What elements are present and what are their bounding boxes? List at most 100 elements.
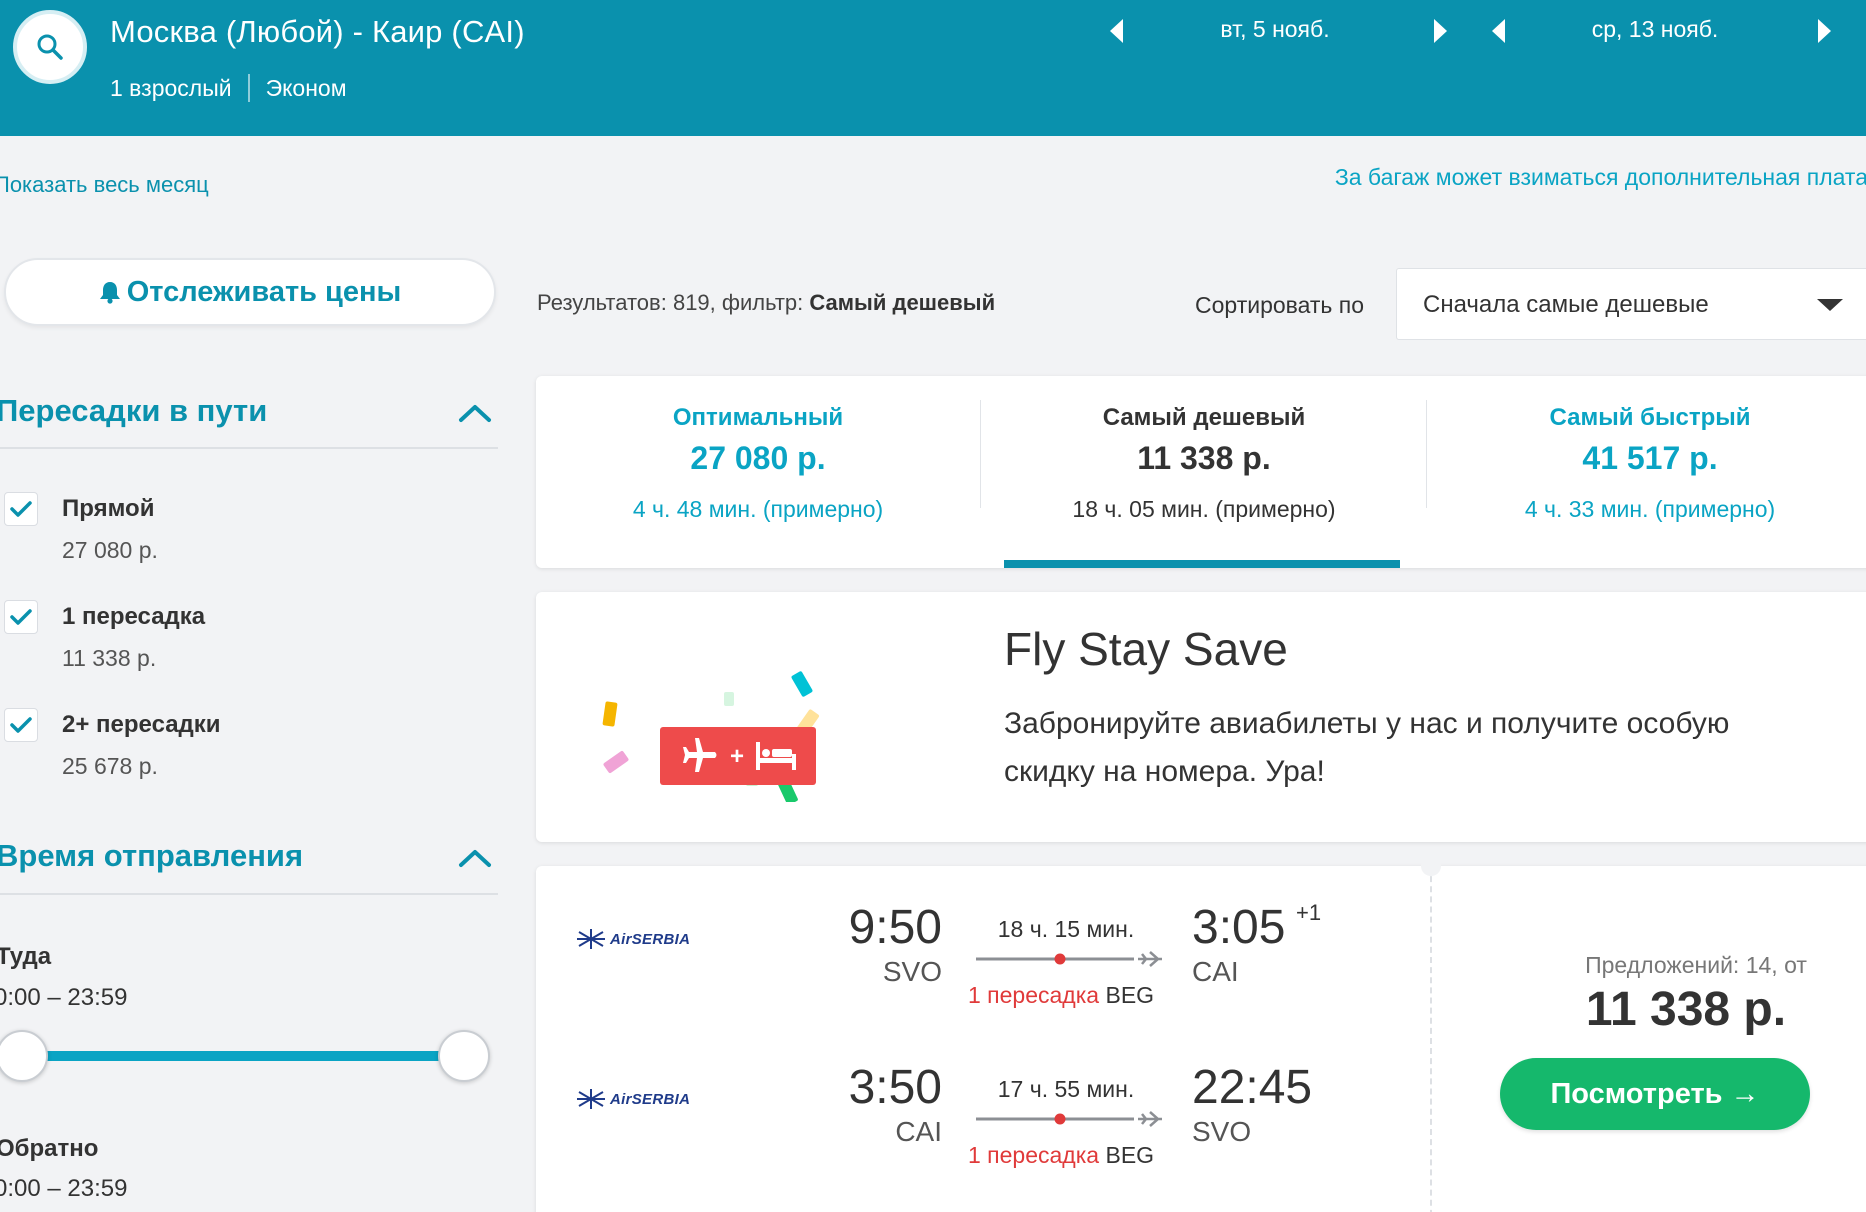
sort-dropdown[interactable]: Сначала самые дешевые [1396,268,1866,340]
leg-arrival-time: 3:05 [1192,901,1286,954]
caret-down-icon [1817,299,1843,311]
flight-hotel-icon: + [602,671,820,802]
check-icon [10,609,32,625]
ticket-notch [1421,856,1441,876]
chevron-left-icon [1491,19,1505,43]
depart-prev-button[interactable] [1104,18,1128,44]
search-button[interactable] [13,10,87,84]
depart-next-button[interactable] [1428,18,1452,44]
leg-stops-count: 1 пересадка [968,982,1100,1008]
tab-fastest[interactable]: Самый быстрый 41 517 р. 4 ч. 33 мин. (пр… [1428,376,1866,568]
tab-optimal[interactable]: Оптимальный 27 080 р. 4 ч. 48 мин. (прим… [536,376,980,568]
leg-stopover-airport: BEG [1105,982,1155,1008]
stops-two-plus-checkbox[interactable] [4,708,38,742]
leg-departure-airport: SVO [882,956,942,987]
stops-one-checkbox[interactable] [4,600,38,634]
airline-logo: AirSERBIA [576,1088,690,1110]
sort-selected-value: Сначала самые дешевые [1423,291,1709,318]
section-divider [0,893,498,895]
leg-departure-time: 3:50 [848,1061,942,1114]
tab-duration: 4 ч. 48 мин. (примерно) [632,496,884,522]
leg-departure-airport: CAI [895,1116,942,1147]
offers-count: Предложений: 14, от [1585,952,1807,978]
fly-stay-save-banner[interactable]: + Fly Stay Save Забронируйте авиабилеты … [536,592,1866,842]
day-offset-badge: +1 [1296,900,1322,925]
stop-option-label[interactable]: Прямой [62,495,155,522]
active-tab-indicator [1004,560,1400,568]
check-icon [10,501,32,517]
leg-duration: 17 ч. 55 мин. [997,1076,1135,1102]
check-icon [10,717,32,733]
leg-arrival-airport: CAI [1192,956,1239,987]
plane-icon [1138,951,1162,967]
card-divider [1430,866,1432,1212]
slider-handle-end[interactable] [438,1030,490,1082]
track-prices-label: Отслеживать цены [126,275,402,308]
promo-text: Забронируйте авиабилеты у нас и получите… [1004,707,1730,788]
tab-price: 11 338 р. [1137,440,1271,476]
stop-option-price: 11 338 р. [62,645,157,671]
stop-option-label[interactable]: 2+ пересадки [62,711,221,738]
divider [980,400,981,508]
return-label: Обратно [0,1135,99,1162]
chevron-up-icon[interactable] [458,848,492,868]
tab-duration: 18 ч. 05 мин. (примерно) [1072,496,1336,522]
tab-title: Самый быстрый [1549,404,1751,431]
tab-price: 27 080 р. [690,440,826,476]
depart-date[interactable]: вт, 5 нояб. [1220,16,1330,42]
airline-logo: AirSERBIA [576,928,690,950]
chevron-right-icon [1817,19,1831,43]
bell-icon [99,282,120,304]
passengers-label: 1 взрослый [110,74,232,101]
outbound-time-range: 0:00 – 23:59 [0,984,128,1011]
tab-price: 41 517 р. [1582,440,1718,476]
airline-emblem-icon [577,929,605,949]
stop-option-price: 25 678 р. [62,753,158,779]
return-time-range: 0:00 – 23:59 [0,1175,128,1202]
stop-option-label[interactable]: 1 пересадка [62,603,206,630]
sort-tabs: Оптимальный 27 080 р. 4 ч. 48 мин. (прим… [536,376,1866,568]
flight-price: 11 338 р. [1585,983,1787,1036]
leg-arrival-time: 22:45 [1192,1061,1313,1114]
route-line [976,1111,1162,1127]
leg-stopover-airport: BEG [1105,1142,1155,1168]
tab-title: Самый дешевый [1102,404,1306,431]
outbound-time-slider[interactable] [22,1051,466,1061]
return-date[interactable]: ср, 13 нояб. [1591,16,1719,42]
return-prev-button[interactable] [1486,18,1510,44]
cabin-label: Эконом [265,74,347,101]
leg-stops: 1 пересадка BEG [968,982,1154,1009]
baggage-fee-link[interactable]: За багаж может взиматься дополнительная … [1334,164,1866,190]
route-title[interactable]: Москва (Любой) - Каир (CAI) [110,14,525,49]
divider [247,74,250,102]
stops-section-title[interactable]: Пересадки в пути [0,393,268,428]
promo-title: Fly Stay Save [1004,623,1288,675]
chevron-up-icon[interactable] [458,403,492,423]
tab-title: Оптимальный [672,404,844,431]
stops-direct-checkbox[interactable] [4,492,38,526]
search-icon [37,34,63,60]
view-deal-button[interactable]: Посмотреть → [1500,1058,1810,1130]
tab-cheapest[interactable]: Самый дешевый 11 338 р. 18 ч. 05 мин. (п… [982,376,1426,568]
flight-result-card[interactable]: AirSERBIA 9:50 SVO 18 ч. 15 мин. 1 перес… [536,856,1866,1212]
airline-name: AirSERBIA [610,1090,691,1108]
slider-handle-start[interactable] [0,1030,48,1082]
leg-arrival-airport: SVO [1192,1116,1252,1147]
active-filter: Самый дешевый [809,290,996,315]
outbound-label: Туда [0,943,52,970]
track-prices-button[interactable]: Отслеживать цены [4,258,496,326]
return-next-button[interactable] [1812,18,1836,44]
results-summary: Результатов: 819, фильтр: Самый дешевый [537,290,995,316]
airline-name: AirSERBIA [610,930,691,948]
leg-stops-count: 1 пересадка [968,1142,1100,1168]
trip-params[interactable]: 1 взрослый Эконом [110,74,347,102]
stop-option-price: 27 080 р. [62,537,158,563]
show-month-link[interactable]: Показать весь месяц [0,172,209,197]
chevron-left-icon [1109,19,1123,43]
leg-departure-time: 9:50 [848,901,942,954]
departure-time-section-title[interactable]: Время отправления [0,838,304,873]
chevron-right-icon [1433,19,1447,43]
leg-duration: 18 ч. 15 мин. [997,916,1135,942]
plane-icon [1138,1111,1162,1127]
sort-label: Сортировать по [1195,292,1365,318]
